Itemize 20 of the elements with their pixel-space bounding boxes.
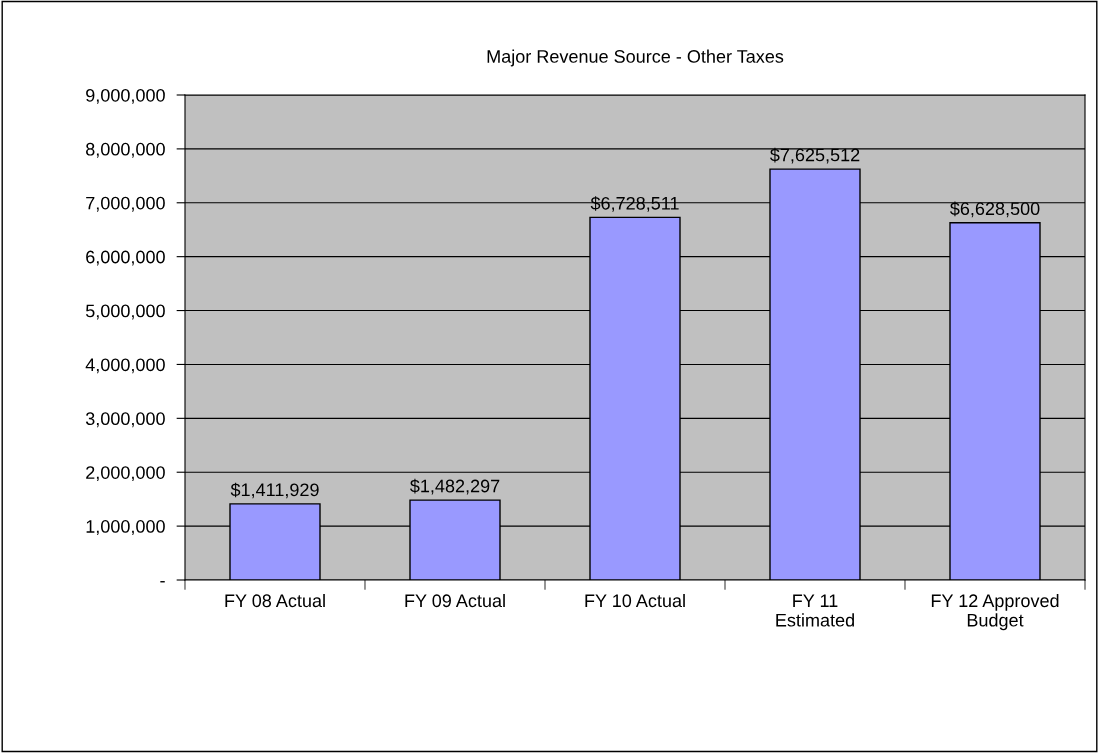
- y-tick-label: -: [160, 581, 165, 583]
- y-tick-label: 8,000,000: [86, 142, 165, 158]
- y-tick-label: 3,000,000: [85, 412, 165, 428]
- data-label: $1,411,929: [230, 482, 319, 499]
- y-tick-label: 6,000,000: [86, 250, 165, 266]
- y-tick-label: 4,000,000: [85, 358, 165, 374]
- y-tick-label: 5,000,000: [85, 304, 165, 320]
- data-label: $7,625,512: [770, 147, 860, 164]
- y-tick-label: 2,000,000: [86, 466, 165, 482]
- data-label: $1,482,297: [410, 478, 500, 495]
- y-tick-label: 1,000,000: [86, 520, 165, 535]
- data-label: $6,628,500: [950, 201, 1040, 218]
- x-tick-label: FY 12 Approved Budget: [931, 593, 1059, 631]
- x-tick-label: FY 10 Actual: [585, 593, 685, 608]
- chart-title: Major Revenue Source - Other Taxes: [487, 49, 784, 67]
- x-tick-label: FY 08 Actual: [225, 593, 325, 608]
- x-tick-label: FY 11 Estimated: [776, 594, 854, 627]
- x-tick-label: FY 09 Actual: [405, 593, 505, 608]
- y-tick-label: 9,000,000: [86, 88, 165, 104]
- y-tick-label: 7,000,000: [86, 196, 165, 212]
